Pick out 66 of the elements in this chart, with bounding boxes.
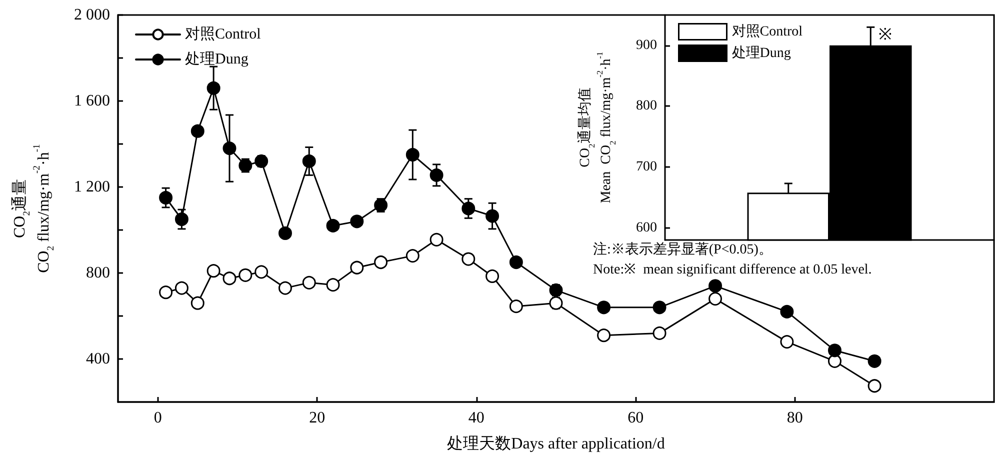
point <box>190 296 204 310</box>
y-tick-label: 1 200 <box>74 178 110 196</box>
x-tick-label: 60 <box>628 410 644 426</box>
point <box>190 124 204 138</box>
legend-label: 对照Control <box>185 26 261 42</box>
point <box>159 286 173 300</box>
point <box>326 278 340 292</box>
legend-label: 对照Control <box>732 23 803 40</box>
point <box>206 264 220 278</box>
point <box>406 148 420 162</box>
point <box>302 276 316 290</box>
point <box>238 268 252 282</box>
point <box>174 281 188 295</box>
point <box>597 328 611 342</box>
annotation: Note:※ mean significant difference at 0.05 level. <box>593 262 872 278</box>
point <box>780 335 794 349</box>
point <box>350 214 364 228</box>
point <box>708 279 722 293</box>
point <box>828 344 842 358</box>
point <box>780 304 794 318</box>
legend-label: 处理Dung <box>185 50 249 68</box>
point <box>868 379 882 393</box>
point <box>509 256 523 269</box>
point <box>206 81 220 95</box>
point <box>708 292 722 306</box>
point <box>868 354 882 368</box>
point <box>254 265 268 279</box>
y-tick-label: 900 <box>636 38 657 53</box>
point <box>350 260 364 274</box>
y-tick-label: 600 <box>636 220 657 236</box>
y-tick-label: 1 600 <box>74 92 110 110</box>
point <box>430 232 444 246</box>
point <box>509 300 523 314</box>
x-tick-label: 20 <box>309 410 326 426</box>
x-tick-label: 40 <box>468 410 484 426</box>
point <box>302 154 316 168</box>
point <box>326 218 340 232</box>
point <box>374 256 388 269</box>
point <box>159 191 173 204</box>
point <box>406 249 420 263</box>
y-tick-label: 800 <box>86 264 110 282</box>
y-tick-label: 700 <box>636 160 657 175</box>
x-tick-label: 80 <box>786 410 803 426</box>
point <box>174 212 188 226</box>
point <box>828 354 842 368</box>
point <box>430 168 444 182</box>
point <box>222 272 236 286</box>
point <box>222 142 236 156</box>
point <box>597 300 611 314</box>
y-tick-label: 2 000 <box>74 6 110 24</box>
point <box>652 300 666 314</box>
point <box>278 281 292 295</box>
y-tick-label: 800 <box>636 98 657 114</box>
text: CO2通量均值 Mean CO2 flux/mg·m-2·h-1 <box>578 52 618 204</box>
point <box>278 226 292 240</box>
point <box>462 202 476 216</box>
x-tick-label: 0 <box>154 410 162 426</box>
point <box>652 326 666 340</box>
point <box>486 269 500 283</box>
legend-label: 处理Dung <box>732 44 791 61</box>
annotation: 注:※表示差异显著(P<0.05)。 <box>593 242 772 258</box>
annotation: ※ <box>878 26 892 44</box>
point <box>486 209 500 223</box>
y-tick-label: 400 <box>86 350 110 368</box>
x-axis-title: 处理天数Days after application/d <box>447 434 665 452</box>
point <box>462 252 476 266</box>
